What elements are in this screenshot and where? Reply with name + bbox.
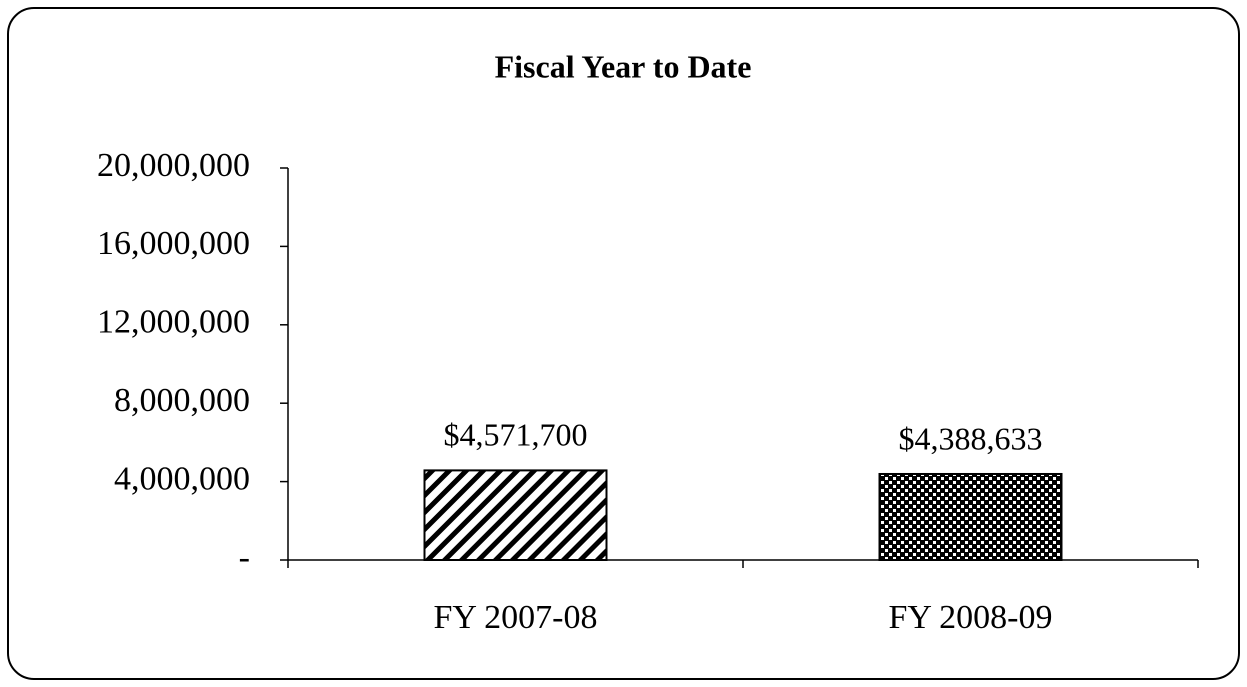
chart-title: Fiscal Year to Date	[495, 48, 752, 84]
y-tick-label: 20,000,000	[97, 147, 250, 184]
y-tick-label: 16,000,000	[97, 225, 250, 262]
y-tick-label: 12,000,000	[97, 304, 250, 341]
chart-frame	[7, 7, 1240, 680]
y-tick-label: 8,000,000	[114, 382, 250, 419]
y-tick-label: -	[239, 539, 250, 576]
x-tick-label: FY 2008-09	[888, 599, 1052, 636]
value-label: $4,571,700	[444, 417, 588, 453]
x-tick-label: FY 2007-08	[433, 599, 597, 636]
bar	[423, 469, 608, 562]
y-tick-label: 4,000,000	[114, 460, 250, 497]
value-label: $4,388,633	[899, 420, 1043, 456]
bar	[878, 472, 1063, 561]
